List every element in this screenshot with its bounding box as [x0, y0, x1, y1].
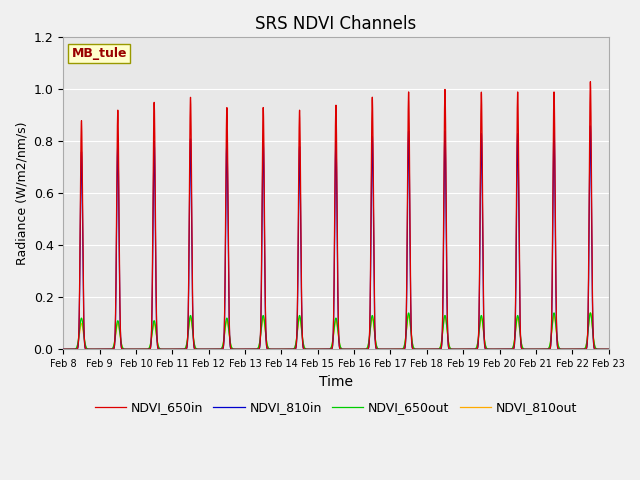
NDVI_650in [586, 79, 594, 84]
NDVI_810out [159, 347, 166, 352]
NDVI_650out [605, 347, 612, 352]
NDVI_650out [467, 347, 474, 352]
Legend: NDVI_650in, NDVI_810in, NDVI_650out, NDVI_810out: NDVI_650in, NDVI_810in, NDVI_650out, NDV… [90, 396, 582, 419]
NDVI_650in [605, 347, 612, 352]
NDVI_810out [586, 310, 594, 316]
NDVI_810in [508, 347, 515, 352]
NDVI_650out [508, 346, 516, 352]
NDVI_810out [467, 347, 474, 352]
NDVI_810in [387, 347, 394, 352]
NDVI_650out [404, 310, 412, 316]
NDVI_650in [159, 347, 166, 352]
Line: NDVI_810in: NDVI_810in [63, 126, 609, 349]
Line: NDVI_650in: NDVI_650in [63, 82, 609, 349]
NDVI_810in [414, 347, 422, 352]
Y-axis label: Radiance (W/m2/nm/s): Radiance (W/m2/nm/s) [15, 121, 28, 265]
NDVI_810in [159, 347, 166, 352]
Line: NDVI_650out: NDVI_650out [63, 313, 609, 349]
NDVI_650in [508, 347, 515, 352]
NDVI_810in [586, 123, 594, 129]
NDVI_650out [387, 347, 394, 352]
NDVI_650in [414, 347, 422, 352]
NDVI_650out [60, 347, 67, 352]
NDVI_650in [60, 347, 67, 352]
NDVI_650in [387, 347, 394, 352]
Line: NDVI_810out: NDVI_810out [63, 313, 609, 349]
NDVI_650in [467, 347, 474, 352]
NDVI_650out [159, 347, 166, 352]
NDVI_650out [268, 347, 275, 352]
NDVI_810out [508, 346, 515, 352]
NDVI_650out [414, 347, 422, 352]
NDVI_810in [60, 347, 67, 352]
NDVI_810in [605, 347, 612, 352]
NDVI_810in [467, 347, 474, 352]
X-axis label: Time: Time [319, 374, 353, 389]
NDVI_810out [268, 347, 275, 352]
NDVI_810out [414, 347, 422, 352]
NDVI_650in [268, 347, 275, 352]
Title: SRS NDVI Channels: SRS NDVI Channels [255, 15, 417, 33]
NDVI_810out [605, 347, 612, 352]
NDVI_810in [268, 347, 275, 352]
NDVI_810out [387, 347, 394, 352]
NDVI_810out [60, 347, 67, 352]
Text: MB_tule: MB_tule [72, 47, 127, 60]
